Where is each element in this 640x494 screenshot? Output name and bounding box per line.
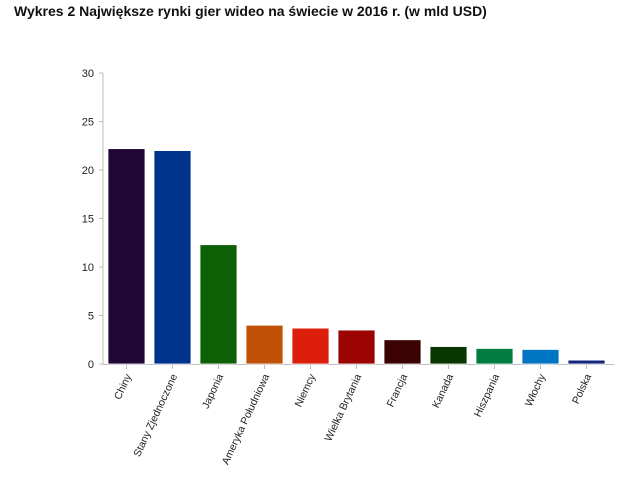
bar <box>199 244 238 365</box>
y-tick-label: 15 <box>82 214 94 226</box>
category-label: Chiny <box>112 372 135 402</box>
y-tick-label: 25 <box>82 117 94 129</box>
category-label: Ameryka Południowa <box>220 372 273 467</box>
category-label: Francja <box>385 372 411 409</box>
bar <box>153 150 192 365</box>
y-tick-label: 0 <box>88 359 94 371</box>
chart-axes: 0 5 10 15 20 25 30 <box>82 68 614 371</box>
category-label: Hiszpania <box>472 372 502 419</box>
chart-title: Wykres 2 Największe rynki gier wideo na … <box>14 3 487 19</box>
category-label: Japonia <box>200 372 226 411</box>
bar <box>475 348 514 365</box>
category-label: Wielka Brytania <box>323 372 365 443</box>
y-tick-label: 20 <box>82 165 94 177</box>
category-label: Kanada <box>430 372 456 410</box>
y-tick-label: 5 <box>88 311 94 323</box>
bar <box>291 327 330 365</box>
category-label: Niemcy <box>293 372 319 409</box>
bar <box>383 339 422 365</box>
bar <box>107 148 146 365</box>
bar <box>521 349 560 365</box>
bar <box>567 359 606 365</box>
y-tick-label: 30 <box>82 68 94 80</box>
bar <box>337 329 376 365</box>
category-label: Włochy <box>523 372 549 409</box>
bar <box>429 346 468 365</box>
category-label: Stany Zjednoczone <box>131 372 180 459</box>
category-label: Polska <box>570 372 594 406</box>
bar <box>245 324 284 365</box>
chart-bars <box>107 148 606 365</box>
y-tick-label: 10 <box>82 262 94 274</box>
